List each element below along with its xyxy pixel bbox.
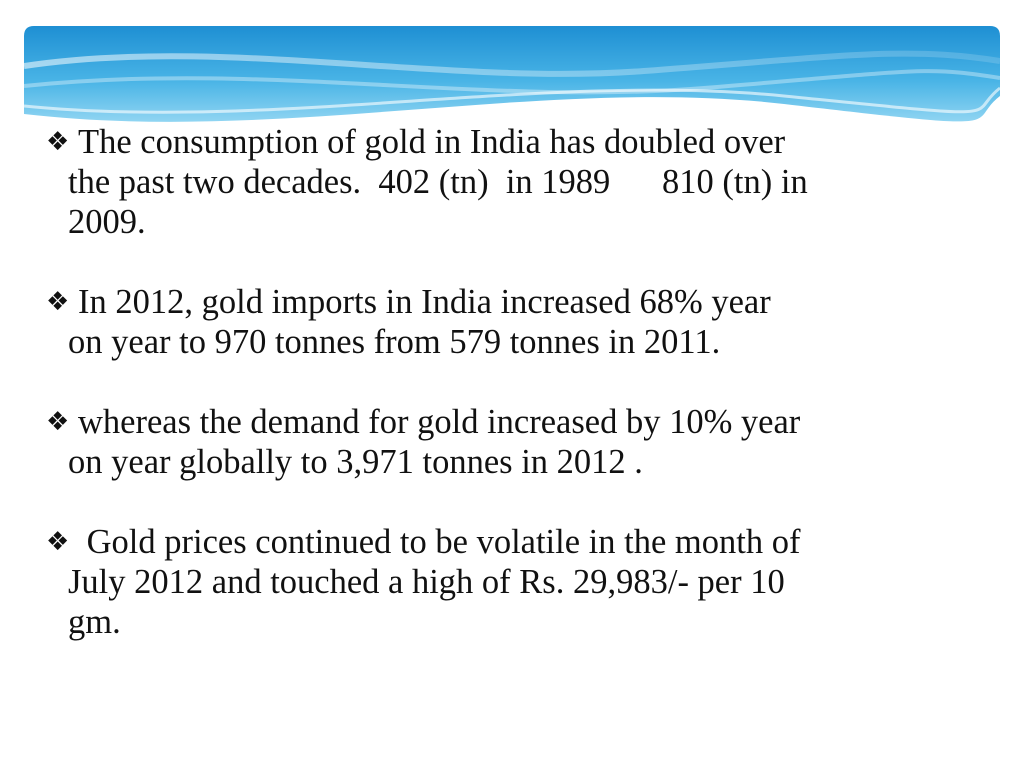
bullet-text-line: the past two decades. 402 (tn) in 1989 8…: [68, 163, 808, 201]
bullet-gold-imports: ❖ In 2012, gold imports in India increas…: [46, 282, 986, 362]
bullet-text-line: on year to 970 tonnes from 579 tonnes in…: [68, 323, 721, 361]
header-wave-band: [24, 26, 1000, 136]
bullet-text-line: whereas the demand for gold increased by…: [78, 403, 801, 441]
bullet-text-line: July 2012 and touched a high of Rs. 29,9…: [68, 563, 785, 601]
diamond-bullet-icon: ❖: [46, 527, 70, 557]
bullet-global-demand: ❖ whereas the demand for gold increased …: [46, 402, 986, 482]
bullet-text-line: The consumption of gold in India has dou…: [78, 123, 786, 161]
bullet-list: ❖ The consumption of gold in India has d…: [46, 122, 986, 682]
bullet-text-line: on year globally to 3,971 tonnes in 2012…: [68, 443, 643, 481]
bullet-gold-prices: ❖ Gold prices continued to be volatile i…: [46, 522, 986, 642]
bullet-text-line: In 2012, gold imports in India increased…: [78, 283, 771, 321]
diamond-bullet-icon: ❖: [46, 127, 70, 157]
diamond-bullet-icon: ❖: [46, 407, 70, 437]
bullet-gold-consumption: ❖ The consumption of gold in India has d…: [46, 122, 986, 242]
diamond-bullet-icon: ❖: [46, 287, 70, 317]
bullet-text-line: 2009.: [68, 203, 146, 241]
bullet-text-line: gm.: [68, 603, 121, 641]
bullet-text-line: Gold prices continued to be volatile in …: [78, 523, 801, 561]
